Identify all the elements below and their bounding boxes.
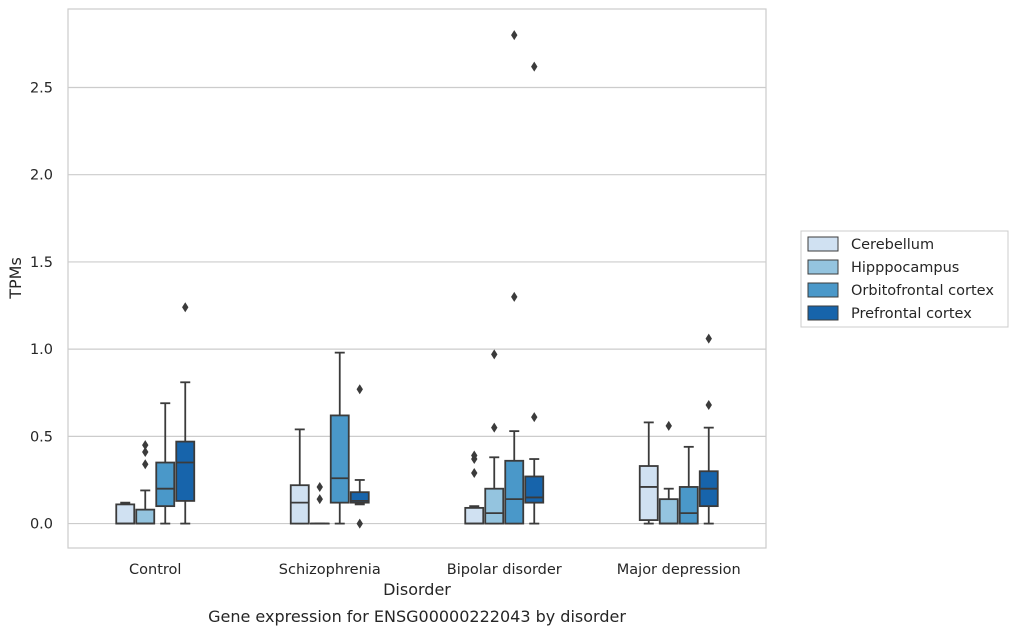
x-tick-label: Schizophrenia	[279, 562, 381, 578]
outlier-point	[705, 333, 712, 344]
box-body	[329, 414, 350, 504]
box-group	[349, 384, 370, 529]
legend: Cerebellum Hipppocampus Orbitofrontal cort…	[800, 230, 1009, 328]
y-tick-label: 2.5	[30, 80, 53, 96]
box-group	[658, 420, 679, 525]
legend-item: Cerebellum	[807, 236, 934, 253]
outlier-point	[142, 440, 149, 451]
legend-item: Prefrontal cortex	[807, 305, 972, 322]
box-group	[329, 351, 350, 525]
outlier-point	[491, 422, 498, 433]
box-group	[115, 501, 136, 525]
outlier-point	[471, 467, 478, 478]
legend-swatch	[807, 236, 839, 252]
box-body	[678, 486, 699, 525]
outlier-point	[705, 399, 712, 410]
box-group	[464, 450, 485, 525]
outlier-point	[182, 302, 189, 313]
box-body	[638, 465, 659, 521]
y-tick-label: 0.0	[30, 517, 53, 533]
outlier-point	[511, 30, 518, 41]
box-group	[484, 349, 505, 525]
outlier-point	[316, 494, 323, 505]
box-body	[484, 487, 505, 525]
box-body	[135, 508, 156, 525]
box-body	[115, 503, 136, 525]
x-tick-label: Bipolar disorder	[447, 562, 562, 578]
chart-caption: Gene expression for ENSG00000222043 by d…	[208, 607, 626, 626]
box-body	[349, 491, 370, 504]
y-tick-label: 1.5	[30, 255, 53, 271]
legend-label: Hipppocampus	[851, 260, 959, 276]
box-group	[698, 333, 719, 525]
y-tick-label: 1.0	[30, 342, 53, 358]
box-group	[135, 440, 156, 525]
box-group	[524, 61, 545, 525]
x-tick-labels: Control Schizophrenia Bipolar disorder Majo…	[129, 562, 741, 578]
legend-swatch	[807, 282, 839, 298]
outlier-point	[142, 459, 149, 470]
outlier-point	[665, 420, 672, 431]
outlier-point	[511, 291, 518, 302]
outlier-point	[491, 349, 498, 360]
outlier-point	[356, 518, 363, 529]
y-tick-label: 0.5	[30, 429, 53, 445]
outlier-point	[531, 61, 538, 72]
box-body	[155, 461, 176, 508]
box-group	[289, 428, 310, 525]
box-group	[678, 445, 699, 525]
y-tick-label: 2.0	[30, 168, 53, 184]
legend-swatch	[807, 305, 839, 321]
box-body	[658, 498, 679, 525]
box-body	[175, 440, 196, 502]
outlier-point	[316, 481, 323, 492]
y-axis-title: TPMs	[6, 257, 25, 300]
box-group	[638, 421, 659, 525]
legend-label: Cerebellum	[851, 237, 934, 253]
box-body	[289, 484, 310, 525]
outlier-point	[531, 412, 538, 423]
box-body	[464, 506, 485, 525]
y-tick-labels: 0.0 0.5 1.0 1.5 2.0 2.5	[30, 80, 53, 532]
box-group	[175, 302, 196, 525]
box-body	[524, 475, 545, 504]
legend-item: Orbitofrontal cortex	[807, 282, 994, 299]
x-axis-title: Disorder	[383, 580, 451, 599]
legend-items: Cerebellum Hipppocampus Orbitofrontal cort…	[807, 236, 994, 322]
box-body	[504, 459, 525, 525]
outlier-point	[142, 447, 149, 458]
box-group	[155, 402, 176, 525]
x-tick-label: Control	[129, 562, 181, 578]
box-groups	[115, 30, 719, 529]
plot-frame	[67, 8, 767, 549]
x-tick-label: Major depression	[617, 562, 741, 578]
legend-item: Hipppocampus	[807, 259, 959, 276]
legend-swatch	[807, 259, 839, 275]
legend-label: Orbitofrontal cortex	[851, 283, 994, 299]
box-group	[504, 30, 525, 525]
legend-label: Prefrontal cortex	[851, 306, 972, 322]
outlier-point	[471, 450, 478, 461]
outlier-point	[356, 384, 363, 395]
box-group	[309, 481, 330, 525]
